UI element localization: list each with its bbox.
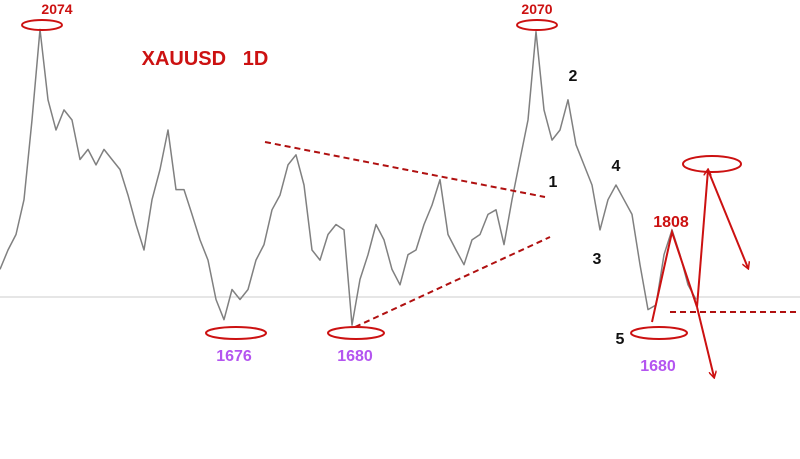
low-label: 1680 [640, 358, 676, 375]
ellipses [21, 19, 742, 340]
projection [651, 228, 698, 323]
wave-label: 5 [616, 331, 625, 348]
arrows [651, 169, 748, 377]
ellipse [327, 326, 385, 340]
trend-line [354, 236, 551, 328]
wave-label: 1 [549, 174, 558, 191]
wave-label: 3 [593, 251, 602, 268]
ellipse [630, 326, 688, 340]
price-line [0, 28, 697, 326]
ellipse [205, 326, 267, 340]
chart-title: XAUUSD 1D [142, 48, 269, 70]
low-label: 1676 [216, 348, 252, 365]
ellipse [682, 155, 742, 173]
trend-line [264, 141, 546, 198]
wave-label: 4 [612, 158, 621, 175]
ellipse [516, 19, 558, 31]
high-label: 2070 [521, 1, 552, 17]
high-label: 2074 [41, 1, 72, 17]
ellipse [21, 19, 63, 31]
arrow [707, 169, 748, 268]
target-label: 1808 [653, 214, 689, 231]
low-label: 1680 [337, 348, 373, 365]
wave-label: 2 [569, 68, 578, 85]
arrow [696, 306, 714, 377]
arrow [696, 170, 708, 308]
